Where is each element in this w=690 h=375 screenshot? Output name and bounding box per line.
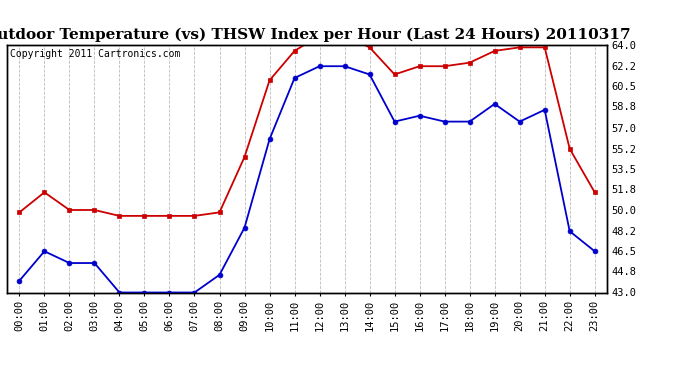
Title: Outdoor Temperature (vs) THSW Index per Hour (Last 24 Hours) 20110317: Outdoor Temperature (vs) THSW Index per … — [0, 28, 631, 42]
Text: Copyright 2011 Cartronics.com: Copyright 2011 Cartronics.com — [10, 49, 180, 59]
